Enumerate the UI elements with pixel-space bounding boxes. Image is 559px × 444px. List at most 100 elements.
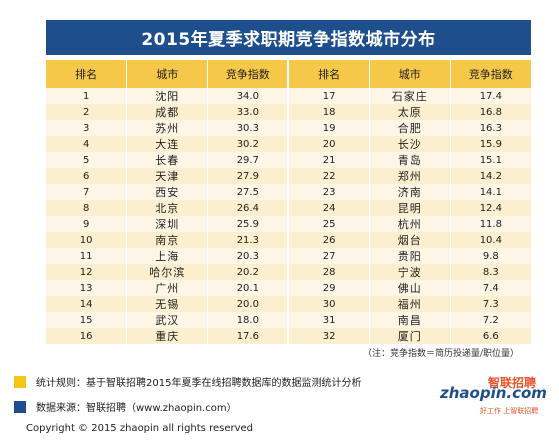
cell-city: 大连 [126, 136, 209, 152]
cell-city: 合肥 [369, 120, 451, 136]
cell-rank: 11 [46, 248, 128, 264]
cell-rank: 27 [288, 248, 370, 264]
cell-city: 西安 [126, 184, 209, 200]
cell-city: 成都 [126, 104, 209, 120]
table-row: 16 重庆 17.6 32 厦门 6.6 [46, 328, 531, 344]
cell-index: 20.2 [207, 264, 290, 280]
header-rank-left: 排名 [46, 60, 128, 88]
cell-index: 25.9 [207, 216, 290, 232]
cell-city: 南昌 [369, 312, 451, 328]
table-row: 6 天津 27.9 22 郑州 14.2 [46, 168, 531, 184]
cell-city: 哈尔滨 [126, 264, 209, 280]
logo-chinese: 智联招聘 [488, 376, 537, 390]
cell-index: 18.0 [207, 312, 290, 328]
table-row: 15 武汉 18.0 31 南昌 7.2 [46, 312, 531, 328]
cell-index: 7.4 [450, 280, 531, 296]
table-row: 2 成都 33.0 18 太原 16.8 [46, 104, 531, 120]
cell-index: 30.2 [207, 136, 290, 152]
cell-rank: 31 [288, 312, 370, 328]
table-body: 1 沈阳 34.0 17 石家庄 17.4 2 成都 33.0 18 太原 16.8 3 苏州 30.3 19… [46, 88, 531, 344]
cell-city: 无锡 [126, 296, 209, 312]
cell-index: 34.0 [207, 88, 290, 104]
cell-rank: 18 [288, 104, 370, 120]
table-header-row: 排名 城市 竞争指数 排名 城市 竞争指数 [46, 60, 531, 88]
header-city-left: 城市 [126, 60, 209, 88]
table-row: 1 沈阳 34.0 17 石家庄 17.4 [46, 88, 531, 104]
cell-rank: 12 [46, 264, 128, 280]
cell-city: 福州 [369, 296, 451, 312]
cell-index: 20.1 [207, 280, 290, 296]
cell-city: 武汉 [126, 312, 209, 328]
cell-rank: 17 [288, 88, 370, 104]
cell-rank: 21 [288, 152, 370, 168]
cell-rank: 3 [46, 120, 128, 136]
cell-index: 21.3 [207, 232, 290, 248]
copyright-text: Copyright © 2015 zhaopin all rights rese… [26, 423, 254, 434]
cell-index: 7.3 [450, 296, 531, 312]
table-row: 3 苏州 30.3 19 合肥 16.3 [46, 120, 531, 136]
cell-index: 11.8 [450, 216, 531, 232]
cell-index: 9.8 [450, 248, 531, 264]
cell-city: 苏州 [126, 120, 209, 136]
cell-city: 长春 [126, 152, 209, 168]
cell-rank: 25 [288, 216, 370, 232]
cell-rank: 32 [288, 328, 370, 344]
table-row: 4 大连 30.2 20 长沙 15.9 [46, 136, 531, 152]
header-city-right: 城市 [369, 60, 451, 88]
cell-index: 14.1 [450, 184, 531, 200]
cell-city: 佛山 [369, 280, 451, 296]
cell-city: 昆明 [369, 200, 451, 216]
cell-index: 16.3 [450, 120, 531, 136]
formula-note: （注：竞争指数＝简历投递量/职位量） [362, 349, 519, 359]
legend-source: 数据来源：智联招聘（www.zhaopin.com） [14, 399, 237, 414]
cell-index: 27.9 [207, 168, 290, 184]
cell-city: 郑州 [369, 168, 451, 184]
cell-rank: 2 [46, 104, 128, 120]
cell-rank: 5 [46, 152, 128, 168]
cell-rank: 1 [46, 88, 128, 104]
cell-rank: 15 [46, 312, 128, 328]
cell-city: 济南 [369, 184, 451, 200]
cell-index: 8.3 [450, 264, 531, 280]
legend-method: 统计规则：基于智联招聘2015年夏季在线招聘数据库的数据监测统计分析 [14, 374, 361, 389]
cell-rank: 28 [288, 264, 370, 280]
table-row: 11 上海 20.3 27 贵阳 9.8 [46, 248, 531, 264]
header-rank-right: 排名 [288, 60, 370, 88]
cell-rank: 10 [46, 232, 128, 248]
cell-rank: 26 [288, 232, 370, 248]
cell-rank: 14 [46, 296, 128, 312]
cell-index: 30.3 [207, 120, 290, 136]
cell-rank: 7 [46, 184, 128, 200]
cell-index: 17.6 [207, 328, 290, 344]
yellow-square-icon [14, 375, 26, 388]
cell-index: 17.4 [450, 88, 531, 104]
cell-rank: 22 [288, 168, 370, 184]
cell-rank: 24 [288, 200, 370, 216]
logo-wordmark: zhaopin.com [440, 384, 547, 402]
cell-city: 深圳 [126, 216, 209, 232]
cell-rank: 8 [46, 200, 128, 216]
cell-rank: 9 [46, 216, 128, 232]
cell-index: 6.6 [450, 328, 531, 344]
table-row: 12 哈尔滨 20.2 28 宁波 8.3 [46, 264, 531, 280]
cell-city: 广州 [126, 280, 209, 296]
cell-index: 16.8 [450, 104, 531, 120]
cell-rank: 13 [46, 280, 128, 296]
table-row: 9 深圳 25.9 25 杭州 11.8 [46, 216, 531, 232]
legend-method-text: 统计规则：基于智联招聘2015年夏季在线招聘数据库的数据监测统计分析 [36, 378, 362, 389]
table-row: 10 南京 21.3 26 烟台 10.4 [46, 232, 531, 248]
table-row: 13 广州 20.1 29 佛山 7.4 [46, 280, 531, 296]
cell-rank: 20 [288, 136, 370, 152]
cell-city: 北京 [126, 200, 209, 216]
cell-index: 33.0 [207, 104, 290, 120]
ranking-table: 排名 城市 竞争指数 排名 城市 竞争指数 1 沈阳 34.0 17 石家庄 17.4 2 成… [46, 60, 531, 344]
cell-index: 12.4 [450, 200, 531, 216]
cell-index: 10.4 [450, 232, 531, 248]
cell-city: 厦门 [369, 328, 451, 344]
table-row: 7 西安 27.5 23 济南 14.1 [46, 184, 531, 200]
cell-city: 烟台 [369, 232, 451, 248]
cell-city: 太原 [369, 104, 451, 120]
cell-rank: 30 [288, 296, 370, 312]
cell-city: 贵阳 [369, 248, 451, 264]
cell-city: 杭州 [369, 216, 451, 232]
